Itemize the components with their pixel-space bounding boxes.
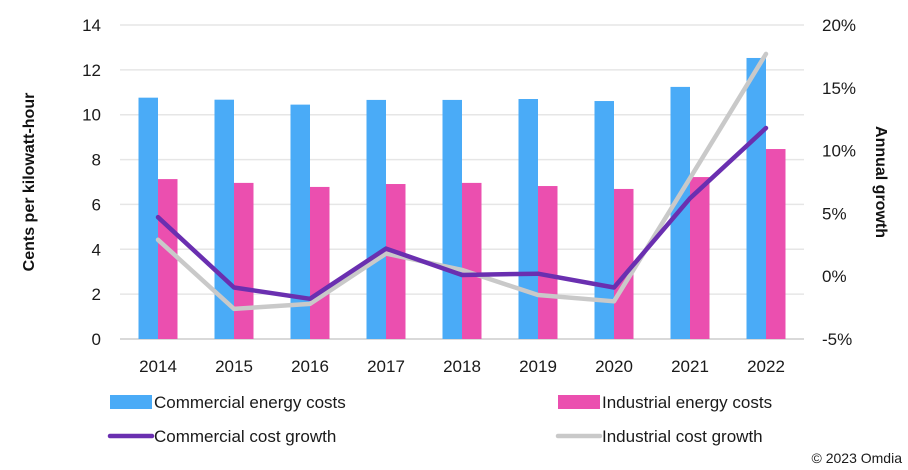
lines [155, 51, 769, 312]
x-axis-ticks: 2014 2015 2016 2017 2018 2019 2020 2021 2022 [139, 357, 785, 376]
right-axis-ticks: -5% 0% 5% 10% 15% 20% [822, 16, 856, 349]
legend-label-industrial-cost-growth: Industrial cost growth [602, 427, 763, 446]
legend-label-commercial-cost-growth: Commercial cost growth [154, 427, 336, 446]
x-tick-label: 2022 [747, 357, 785, 376]
left-tick-label: 0 [92, 330, 101, 349]
right-tick-label: -5% [822, 330, 852, 349]
left-tick-label: 2 [92, 285, 101, 304]
legend-swatch-commercial-energy-costs [110, 395, 152, 409]
left-tick-label: 12 [82, 61, 101, 80]
bar-industrial-energy-costs [462, 182, 482, 339]
right-axis-title: Annual growth [872, 126, 889, 238]
bar-industrial-energy-costs [158, 179, 178, 339]
bar-commercial-energy-costs [518, 99, 538, 339]
legend: Commercial energy costs Industrial energy… [107, 393, 772, 446]
bar-industrial-energy-costs [614, 188, 634, 339]
line-industrial-cost-growth [155, 51, 769, 312]
bars [138, 57, 786, 340]
x-tick-label: 2017 [367, 357, 405, 376]
bar-commercial-energy-costs [746, 57, 766, 339]
right-tick-label: 15% [822, 79, 856, 98]
left-tick-label: 10 [82, 106, 101, 125]
x-tick-label: 2020 [595, 357, 633, 376]
copyright-credit: © 2023 Omdia [811, 450, 902, 466]
left-tick-label: 14 [82, 16, 101, 35]
bar-commercial-energy-costs [138, 97, 158, 339]
x-tick-label: 2018 [443, 357, 481, 376]
bar-commercial-energy-costs [594, 101, 614, 339]
x-tick-label: 2015 [215, 357, 253, 376]
left-tick-label: 6 [92, 195, 101, 214]
left-axis-ticks: 0 2 4 6 8 10 12 14 [82, 16, 101, 349]
x-tick-label: 2021 [671, 357, 709, 376]
bar-industrial-energy-costs [234, 182, 254, 339]
bar-industrial-energy-costs [538, 186, 558, 339]
bar-industrial-energy-costs [690, 177, 710, 339]
left-tick-label: 4 [92, 240, 101, 259]
legend-label-commercial-energy-costs: Commercial energy costs [154, 393, 346, 412]
bar-commercial-energy-costs [442, 99, 462, 339]
right-tick-label: 10% [822, 142, 856, 161]
x-tick-label: 2016 [291, 357, 329, 376]
bar-industrial-energy-costs [386, 184, 406, 339]
right-tick-label: 0% [822, 267, 847, 286]
bar-commercial-energy-costs [290, 104, 310, 339]
line-commercial-cost-growth [155, 125, 769, 302]
left-tick-label: 8 [92, 151, 101, 170]
bar-industrial-energy-costs [766, 149, 786, 339]
legend-swatch-industrial-energy-costs [558, 395, 600, 409]
legend-label-industrial-energy-costs: Industrial energy costs [602, 393, 772, 412]
bar-commercial-energy-costs [366, 99, 386, 339]
right-tick-label: 20% [822, 16, 856, 35]
x-tick-label: 2019 [519, 357, 557, 376]
bar-commercial-energy-costs [214, 99, 234, 340]
left-axis-title: Cents per kilowatt-hour [21, 93, 38, 272]
bar-industrial-energy-costs [310, 186, 330, 339]
x-tick-label: 2014 [139, 357, 177, 376]
right-tick-label: 5% [822, 204, 847, 223]
